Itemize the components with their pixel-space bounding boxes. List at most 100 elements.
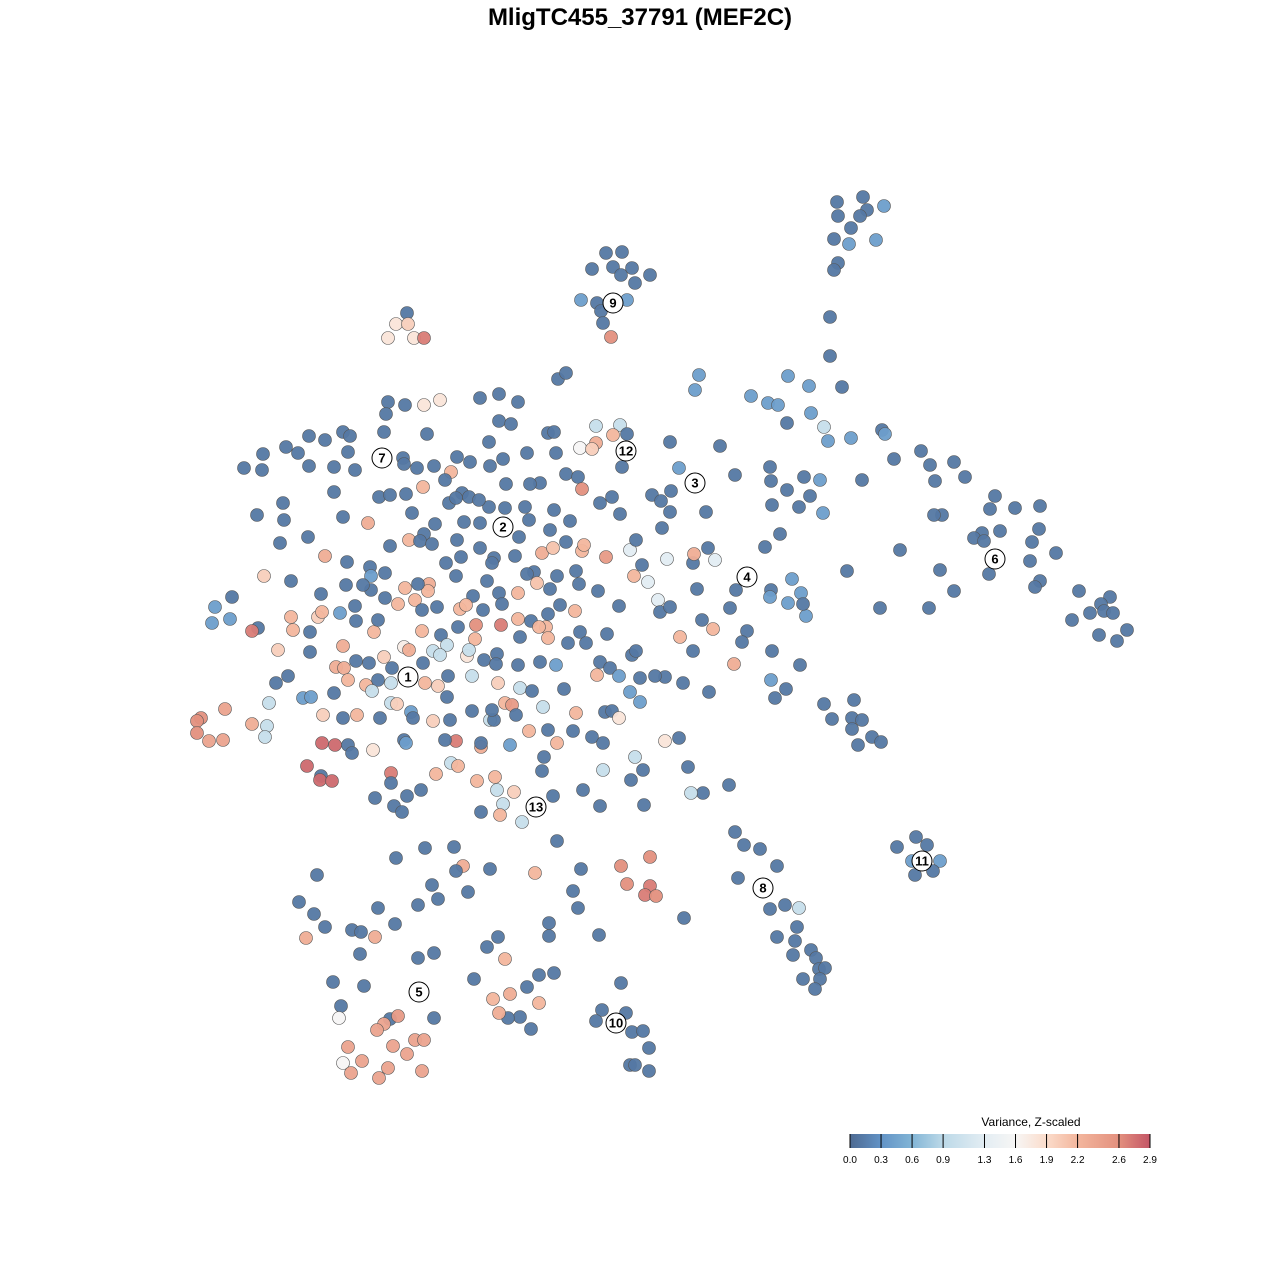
data-point — [498, 501, 512, 515]
data-point — [245, 717, 259, 731]
data-point — [599, 246, 613, 260]
data-point — [383, 488, 397, 502]
data-point — [511, 395, 525, 409]
data-point — [681, 760, 695, 774]
cluster-label-11: 11 — [911, 850, 933, 872]
data-point — [318, 433, 332, 447]
data-point — [411, 577, 425, 591]
data-point — [550, 834, 564, 848]
data-point — [301, 530, 315, 544]
data-point — [513, 1010, 527, 1024]
data-point — [923, 458, 937, 472]
data-point — [579, 636, 593, 650]
colorbar-title: Variance, Z-scaled — [981, 1115, 1080, 1129]
data-point — [286, 623, 300, 637]
data-point — [764, 673, 778, 687]
cluster-label-1: 1 — [397, 666, 419, 688]
data-point — [642, 1064, 656, 1078]
data-point — [469, 618, 483, 632]
data-point — [1033, 499, 1047, 513]
colorbar-tick-label: 0.6 — [905, 1155, 919, 1166]
data-point — [612, 669, 626, 683]
data-point — [633, 671, 647, 685]
data-point — [463, 455, 477, 469]
data-point — [660, 552, 674, 566]
data-point — [788, 934, 802, 948]
colorbar-ticks: 0.0 0.3 0.6 0.9 1.3 1.6 1.9 2.2 2.6 2.9 — [843, 1134, 1157, 1166]
data-point — [353, 947, 367, 961]
data-point — [692, 368, 706, 382]
data-point — [503, 987, 517, 1001]
data-point — [723, 601, 737, 615]
data-point — [537, 750, 551, 764]
data-point — [542, 929, 556, 943]
data-point — [773, 527, 787, 541]
data-point — [663, 505, 677, 519]
data-point — [451, 620, 465, 634]
data-point — [620, 427, 634, 441]
data-point — [1028, 580, 1042, 594]
data-point — [379, 407, 393, 421]
data-point — [821, 434, 835, 448]
data-point — [764, 474, 778, 488]
data-point — [474, 805, 488, 819]
data-point — [491, 930, 505, 944]
data-point — [728, 468, 742, 482]
data-point — [593, 655, 607, 669]
data-point — [439, 556, 453, 570]
data-point — [411, 951, 425, 965]
cluster-label-marker — [684, 472, 706, 494]
data-point — [250, 508, 264, 522]
data-point — [845, 722, 859, 736]
cluster-label-6: 6 — [984, 548, 1006, 570]
data-point — [623, 685, 637, 699]
data-point — [648, 669, 662, 683]
data-point — [623, 543, 637, 557]
data-point — [781, 369, 795, 383]
data-point — [395, 805, 409, 819]
data-point — [550, 569, 564, 583]
cluster-label-marker — [911, 850, 933, 872]
data-point — [643, 268, 657, 282]
data-point — [332, 1011, 346, 1025]
data-point — [1110, 634, 1124, 648]
data-point — [276, 496, 290, 510]
data-point — [606, 428, 620, 442]
data-point — [796, 972, 810, 986]
data-point — [770, 859, 784, 873]
data-point — [371, 613, 385, 627]
data-point — [768, 691, 782, 705]
data-point — [485, 556, 499, 570]
data-point — [476, 603, 490, 617]
data-point — [449, 864, 463, 878]
data-point — [507, 785, 521, 799]
data-point — [348, 463, 362, 477]
data-point — [780, 483, 794, 497]
data-point — [515, 815, 529, 829]
data-point — [386, 1039, 400, 1053]
data-point — [416, 480, 430, 494]
data-point — [844, 431, 858, 445]
data-point — [415, 603, 429, 617]
data-point — [1092, 628, 1106, 642]
data-point — [473, 541, 487, 555]
data-point — [561, 636, 575, 650]
data-point — [530, 576, 544, 590]
data-point — [696, 786, 710, 800]
data-point — [797, 470, 811, 484]
data-point — [988, 489, 1002, 503]
data-point — [823, 310, 837, 324]
data-point — [443, 713, 457, 727]
data-point — [190, 714, 204, 728]
data-point — [441, 669, 455, 683]
data-point — [727, 657, 741, 671]
cluster-label-7: 7 — [371, 447, 393, 469]
data-point — [842, 237, 856, 251]
data-point — [699, 505, 713, 519]
data-point — [397, 457, 411, 471]
data-point — [927, 508, 941, 522]
data-point — [333, 606, 347, 620]
data-point — [792, 901, 806, 915]
cluster-label-marker — [736, 566, 758, 588]
data-point — [589, 1014, 603, 1028]
